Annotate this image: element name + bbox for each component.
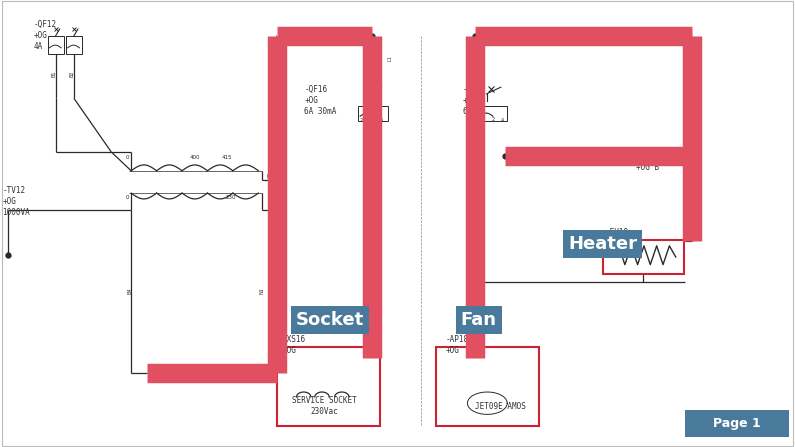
Text: 415: 415 [221,155,232,160]
Bar [436,347,539,426]
Text: -QF18
+OG
6A: -QF18 +OG 6A [463,85,486,116]
Bar [358,106,388,121]
Bar [277,347,380,426]
Text: B1: B1 [52,71,56,77]
Bar [66,36,82,54]
Bar [48,36,64,54]
Text: -AP18
+OG: -AP18 +OG [445,335,468,355]
Text: SERVICE SOCKET
230Vac: SERVICE SOCKET 230Vac [292,396,357,416]
Text: -QF12
+OG
4A: -QF12 +OG 4A [33,20,56,51]
Text: Page 1: Page 1 [713,417,761,430]
Text: Socket: Socket [296,311,364,329]
Text: JET09E AMOS: JET09E AMOS [475,402,526,411]
Text: 2: 2 [359,118,363,122]
Text: N1: N1 [366,55,370,62]
Text: Heater: Heater [568,235,637,253]
Bar [603,240,684,274]
Text: 2: 2 [492,117,495,122]
Text: 4: 4 [380,118,383,122]
Text: -XS16
+OG: -XS16 +OG [282,335,305,355]
Text: B4: B4 [127,287,132,294]
Text: Fan: Fan [460,311,497,329]
Text: -QF16
+OG
6A 30mA: -QF16 +OG 6A 30mA [304,85,337,116]
Bar [685,410,789,437]
Text: 0: 0 [126,195,130,200]
Text: 4: 4 [501,118,504,122]
Text: 400: 400 [189,155,200,160]
Text: -5T19
+OG B: -5T19 +OG B [636,152,659,172]
Text: B2: B2 [70,71,75,77]
Text: -EH19
+OG: -EH19 +OG [606,228,629,248]
Text: -TV12
+OG
1000VA: -TV12 +OG 1000VA [2,186,30,217]
Text: L1: L1 [388,55,393,61]
Text: PE: PE [266,174,273,179]
Bar [477,106,507,121]
Text: 0: 0 [126,155,130,160]
Text: 230: 230 [225,195,236,200]
Text: N1: N1 [260,287,265,294]
Text: Id: Id [370,121,375,126]
